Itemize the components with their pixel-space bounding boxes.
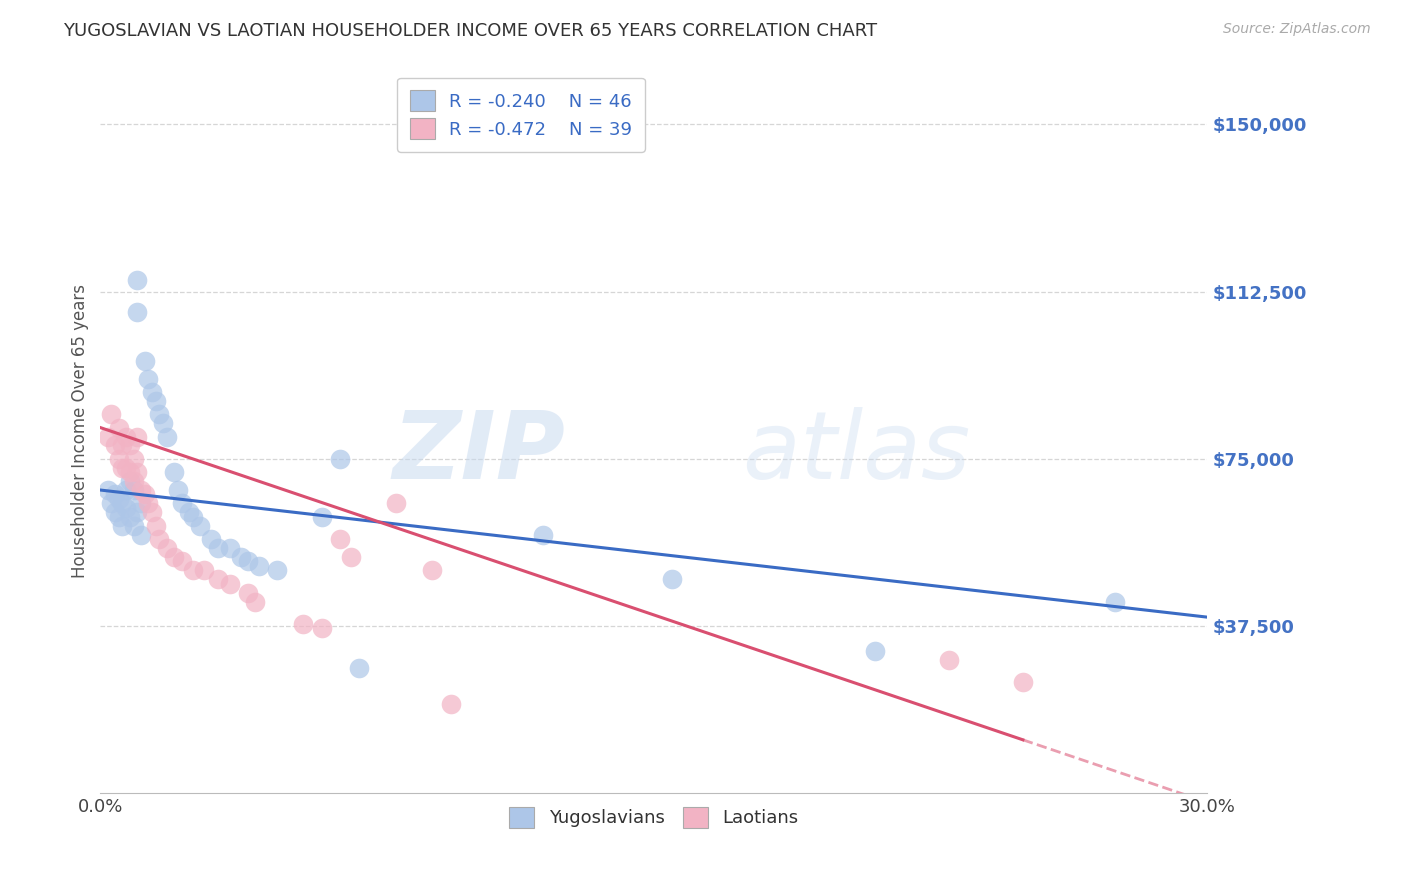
Point — [207, 572, 229, 586]
Point — [122, 451, 145, 466]
Point — [422, 563, 444, 577]
Point — [141, 505, 163, 519]
Point — [115, 500, 138, 515]
Point — [207, 541, 229, 555]
Point — [97, 429, 120, 443]
Point — [122, 518, 145, 533]
Text: ZIP: ZIP — [392, 407, 565, 499]
Point — [266, 563, 288, 577]
Point — [329, 532, 352, 546]
Point — [127, 465, 149, 479]
Point — [1104, 594, 1126, 608]
Point — [100, 496, 122, 510]
Point — [134, 487, 156, 501]
Point — [136, 496, 159, 510]
Point — [111, 496, 134, 510]
Point — [97, 483, 120, 497]
Point — [247, 558, 270, 573]
Point — [200, 532, 222, 546]
Point — [236, 585, 259, 599]
Point — [163, 465, 186, 479]
Point — [115, 483, 138, 497]
Point — [170, 496, 193, 510]
Point — [122, 483, 145, 497]
Point — [152, 416, 174, 430]
Point — [177, 505, 200, 519]
Point — [347, 661, 370, 675]
Point — [384, 496, 406, 510]
Point — [127, 429, 149, 443]
Point — [127, 273, 149, 287]
Point — [1012, 674, 1035, 689]
Point — [118, 509, 141, 524]
Point — [136, 371, 159, 385]
Point — [236, 554, 259, 568]
Point — [111, 438, 134, 452]
Point — [104, 505, 127, 519]
Point — [118, 438, 141, 452]
Point — [111, 460, 134, 475]
Point — [292, 616, 315, 631]
Point — [104, 487, 127, 501]
Point — [340, 549, 363, 564]
Point — [661, 572, 683, 586]
Point — [163, 549, 186, 564]
Point — [145, 518, 167, 533]
Point — [129, 527, 152, 541]
Point — [218, 541, 240, 555]
Point — [127, 304, 149, 318]
Point — [156, 541, 179, 555]
Point — [181, 563, 204, 577]
Point — [134, 353, 156, 368]
Point — [181, 509, 204, 524]
Text: YUGOSLAVIAN VS LAOTIAN HOUSEHOLDER INCOME OVER 65 YEARS CORRELATION CHART: YUGOSLAVIAN VS LAOTIAN HOUSEHOLDER INCOM… — [63, 22, 877, 40]
Point — [245, 594, 267, 608]
Point — [145, 393, 167, 408]
Point — [166, 483, 188, 497]
Point — [107, 451, 129, 466]
Point — [115, 429, 138, 443]
Point — [107, 491, 129, 506]
Point — [440, 697, 463, 711]
Point — [127, 505, 149, 519]
Point — [170, 554, 193, 568]
Point — [938, 652, 960, 666]
Text: Source: ZipAtlas.com: Source: ZipAtlas.com — [1223, 22, 1371, 37]
Point — [129, 483, 152, 497]
Point — [218, 576, 240, 591]
Point — [865, 643, 887, 657]
Point — [329, 451, 352, 466]
Point — [148, 407, 170, 421]
Point — [122, 474, 145, 488]
Point — [193, 563, 215, 577]
Point — [311, 621, 333, 635]
Point — [229, 549, 252, 564]
Point — [141, 384, 163, 399]
Point — [107, 420, 129, 434]
Point — [129, 496, 152, 510]
Point — [104, 438, 127, 452]
Point — [111, 518, 134, 533]
Point — [100, 407, 122, 421]
Y-axis label: Householder Income Over 65 years: Householder Income Over 65 years — [72, 284, 89, 578]
Point — [118, 465, 141, 479]
Legend: Yugoslavians, Laotians: Yugoslavians, Laotians — [502, 800, 806, 835]
Point — [118, 474, 141, 488]
Point — [188, 518, 211, 533]
Text: atlas: atlas — [742, 407, 970, 498]
Point — [148, 532, 170, 546]
Point — [531, 527, 554, 541]
Point — [311, 509, 333, 524]
Point — [156, 429, 179, 443]
Point — [107, 509, 129, 524]
Point — [115, 460, 138, 475]
